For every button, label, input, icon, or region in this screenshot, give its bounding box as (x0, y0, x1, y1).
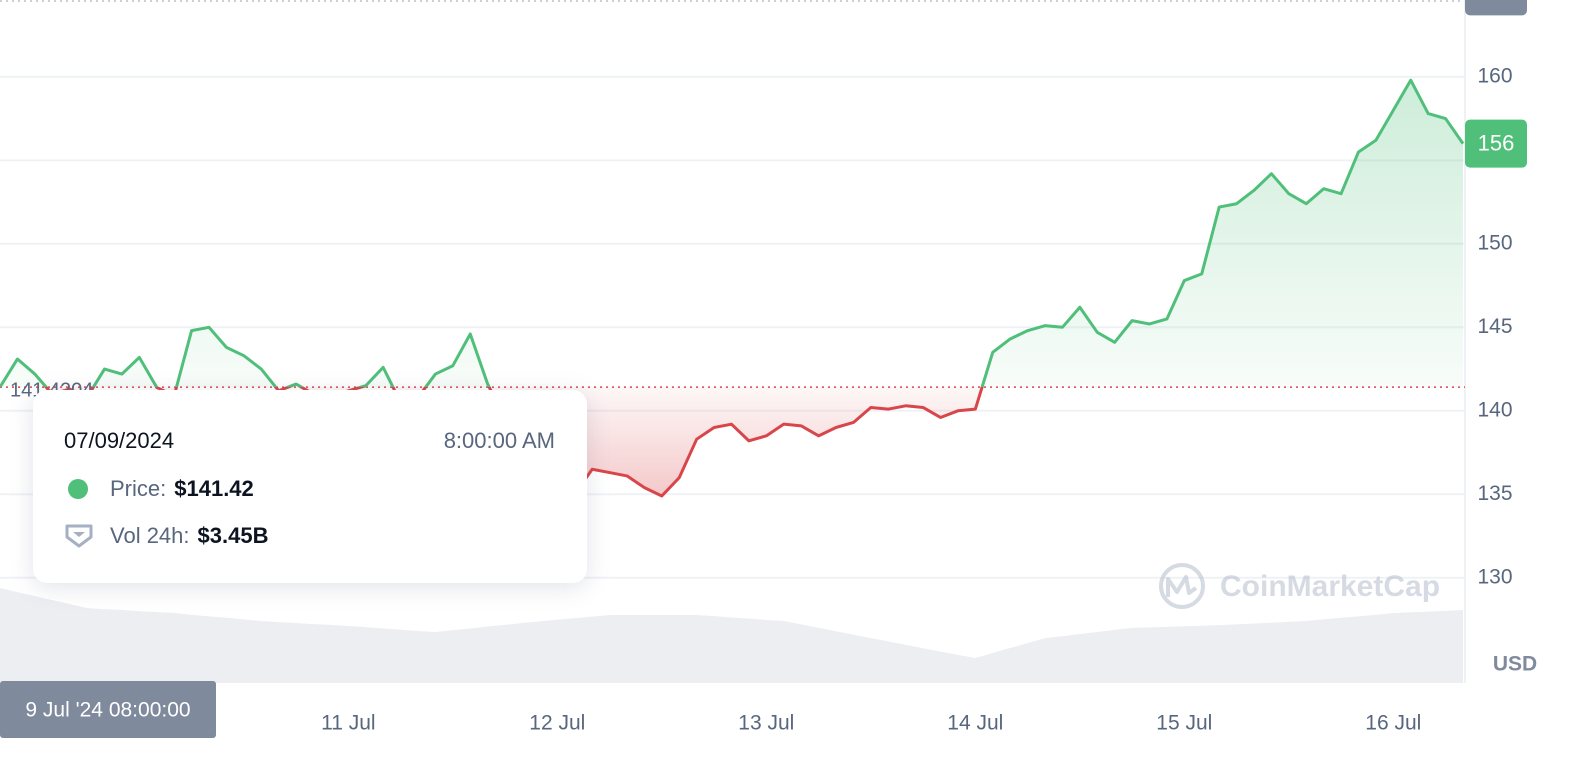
y-tick-label: 160 (1477, 64, 1512, 87)
y-tick-label: 150 (1477, 231, 1512, 254)
price-line (0, 78, 1465, 498)
x-tick-label: 13 Jul (738, 712, 794, 735)
tooltip-date: 07/09/2024 (64, 428, 175, 453)
current-price-badge (1465, 119, 1527, 168)
y-tick-label: 135 (1477, 482, 1512, 505)
volume-icon (65, 524, 93, 548)
y-unit: USD (1493, 653, 1537, 676)
price-area (0, 80, 1463, 496)
tooltip-price-label: Price: (110, 476, 167, 501)
y-tick-label: 145 (1477, 315, 1512, 338)
logo-wave (1166, 575, 1198, 597)
logo-ring (1159, 563, 1205, 609)
crosshair-x-label: 9 Jul '24 08:00:00 (25, 699, 190, 722)
crosshair-x-badge (0, 681, 216, 738)
x-tick-label: 11 Jul (321, 712, 375, 735)
tooltip-time: 8:00:00 AM (443, 428, 555, 453)
watermark-logo (1159, 563, 1205, 609)
tooltip-volume-label: Vol 24h: (110, 523, 190, 548)
x-tick-label: 15 Jul (1156, 712, 1212, 735)
current-price-label: 156 (1478, 130, 1515, 155)
tooltip-volume: $3.45B (197, 523, 269, 548)
watermark-text: CoinMarketCap (1220, 570, 1440, 603)
y-tick-label: 130 (1477, 565, 1512, 588)
x-tick-label: 12 Jul (529, 712, 585, 735)
tooltip-price-row: Price: $141.42 (64, 476, 254, 502)
x-tick-label: 16 Jul (1365, 712, 1421, 735)
y-tick-label: 140 (1477, 398, 1512, 421)
volume-area (0, 588, 1463, 683)
x-tick-label: 14 Jul (947, 712, 1003, 735)
tooltip-price: $141.42 (174, 476, 254, 501)
crosshair-y-badge (1465, 0, 1527, 16)
tooltip: 07/09/2024 8:00:00 AM Price: $141.42 Vol… (33, 390, 587, 583)
tooltip-volume-row: Vol 24h: $3.45B (64, 523, 268, 549)
price-dot (68, 479, 88, 499)
